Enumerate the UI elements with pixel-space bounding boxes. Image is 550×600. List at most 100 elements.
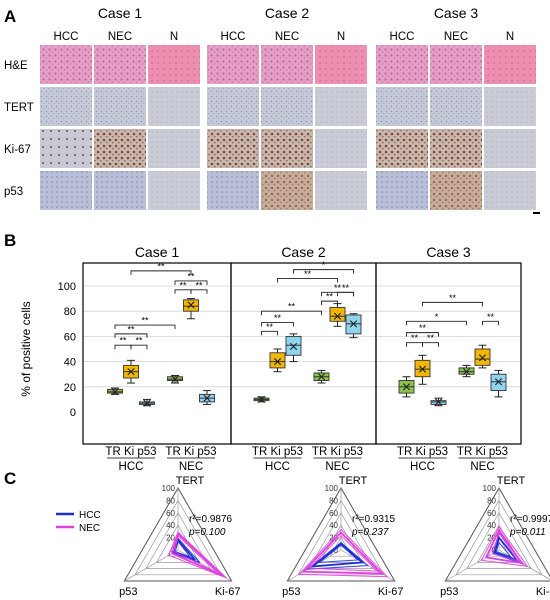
plot-frame-case-1 (82, 262, 232, 445)
radar-grid-ring (444, 487, 550, 582)
radar-series-hcc (493, 535, 520, 563)
radar-tick-label: 60 (487, 509, 496, 518)
y-axis-label: % of positive cells (19, 301, 33, 396)
radar-tick-label: 60 (329, 509, 338, 518)
plot-frame-case-3 (375, 262, 522, 445)
micrograph-ki67-hcc (40, 129, 92, 168)
significance-label: ** (274, 313, 282, 323)
mean-marker (434, 398, 443, 406)
marker-labels-hcc: TR Ki p53 (252, 446, 303, 458)
significance-label: ** (342, 283, 350, 293)
significance-bracket (114, 344, 132, 350)
marker-label-p53: p53 (429, 446, 448, 458)
marker-label-ki: Ki (330, 446, 343, 458)
micrograph-he-nec (94, 45, 146, 84)
mean-marker (111, 388, 119, 396)
group-label-nec: NEC (470, 461, 494, 473)
radar-tick-label: 40 (166, 521, 175, 530)
significance-bracket (190, 289, 208, 294)
marker-label-tr: TR (105, 446, 124, 458)
mean-marker (333, 312, 342, 320)
radar-grid-ring (487, 536, 511, 557)
radar-grid-ring (286, 486, 396, 582)
legend-label-nec: NEC (79, 523, 100, 534)
mean-marker (349, 320, 358, 328)
plot-title-case-1: Case 1 (135, 244, 180, 260)
significance-label: ** (411, 333, 419, 343)
micrograph-ki67-hcc (207, 129, 259, 168)
significance-label: ** (427, 333, 435, 343)
group-label-hcc: HCC (265, 461, 290, 473)
radar-series-nec (301, 531, 385, 575)
plot-frame-case-2 (230, 262, 377, 445)
significance-label: ** (187, 271, 195, 281)
significance-bracket (406, 320, 467, 326)
radar-axis-label-tert: TERT (176, 475, 205, 487)
group-label-nec: NEC (179, 461, 203, 473)
micrograph-he-n (148, 45, 200, 84)
micrograph-tert-nec (261, 87, 313, 126)
micrograph-tert-n (148, 87, 200, 126)
column-label-hcc: HCC (54, 31, 79, 43)
significance-label: ** (266, 322, 274, 332)
significance-bracket (261, 310, 322, 316)
radar-grid-ring (134, 499, 222, 576)
radar-tick-label: 100 (483, 484, 497, 493)
significance-bracket (406, 342, 423, 347)
p-value-label: p=0.100 (188, 527, 226, 538)
micrograph-p53-nec (94, 171, 146, 210)
marker-label-tr: TR (312, 446, 331, 458)
radar-tick-label: 20 (329, 534, 338, 543)
marker-labels-nec: TR Ki p53 (457, 446, 508, 458)
radar-tick-label: 20 (487, 534, 496, 543)
radar-grid-ring (455, 499, 543, 576)
panel-a-label: A (4, 7, 16, 26)
significance-label: ** (449, 293, 457, 303)
column-label-nec: NEC (444, 31, 468, 43)
radar-grid-ring (466, 512, 532, 569)
micrograph-he-n (484, 45, 536, 84)
marker-label-ki: Ki (184, 446, 197, 458)
marker-labels-nec: TR Ki p53 (165, 446, 216, 458)
significance-label: ** (304, 269, 312, 279)
mean-marker (257, 395, 266, 403)
significance-label: ** (326, 292, 334, 302)
significance-bracket (261, 330, 278, 336)
radar-tick-label: 60 (166, 509, 175, 518)
micrograph-p53-nec (430, 171, 482, 210)
micrograph-tert-nec (430, 87, 482, 126)
micrograph-p53-n (315, 171, 367, 210)
radar-series-nec (491, 531, 520, 562)
radar-series-nec (171, 532, 224, 577)
radar-axis-label-p53: p53 (282, 586, 300, 598)
marker-label-ki: Ki (415, 446, 428, 458)
r-squared-label: r²=0.9997 (510, 514, 550, 525)
significance-bracket (293, 269, 354, 274)
radar-grid-ring (308, 512, 374, 569)
mean-marker (143, 399, 151, 407)
marker-label-p53: p53 (197, 446, 216, 458)
micrograph-tert-n (484, 87, 536, 126)
mean-marker (203, 394, 211, 402)
significance-label: * (435, 312, 439, 322)
marker-label-tr: TR (397, 446, 416, 458)
p-value-label: p=0.237 (351, 527, 389, 538)
column-label-n: N (506, 31, 514, 43)
group-label-hcc: HCC (410, 461, 435, 473)
mean-marker (317, 373, 326, 381)
mean-marker (418, 365, 427, 373)
mean-marker (127, 368, 135, 376)
y-tick-label: 40 (64, 357, 76, 369)
plot-title-case-3: Case 3 (426, 244, 471, 260)
significance-bracket (174, 289, 192, 294)
micrograph-he-nec (430, 45, 482, 84)
radar-axis-spoke (445, 549, 500, 582)
radar-tick-label: 80 (487, 496, 496, 505)
micrograph-ki67-n (148, 129, 200, 168)
box-ki-hcc (269, 352, 286, 369)
radar-grid-ring (145, 512, 211, 569)
significance-label: ** (141, 316, 149, 326)
radar-axis-label-ki67: Ki-67 (536, 586, 550, 598)
panel-b: B % of positive cells 0 20 40 60 80 100 Case 1 T… (4, 231, 522, 473)
micrograph-p53-nec (261, 171, 313, 210)
